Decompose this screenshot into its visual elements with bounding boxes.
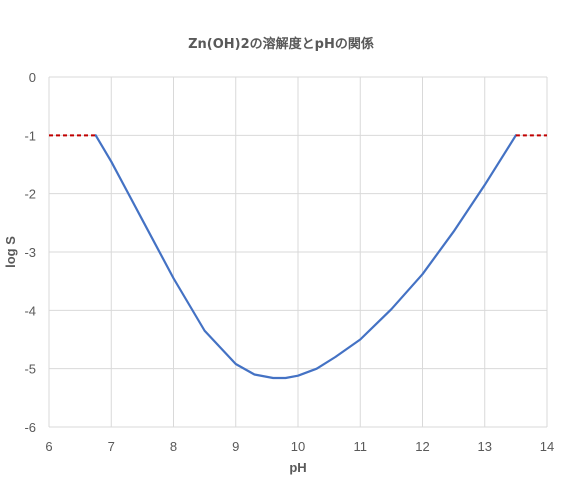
y-tick-label: -4 bbox=[24, 303, 36, 318]
x-tick-label: 14 bbox=[540, 439, 554, 454]
y-tick-label: -3 bbox=[24, 245, 36, 260]
y-tick-label: -5 bbox=[24, 362, 36, 377]
y-axis-label: log S bbox=[3, 236, 18, 268]
grid bbox=[48, 76, 548, 428]
x-tick-label: 7 bbox=[108, 439, 115, 454]
y-tick-label: -6 bbox=[24, 420, 36, 435]
chart-title: Zn(OH)2の溶解度とpHの関係 bbox=[188, 36, 374, 52]
y-tick-label: -2 bbox=[24, 187, 36, 202]
solubility-curve bbox=[94, 134, 517, 380]
tick-labels: 6 7 8 9 10 11 12 13 14 0 -1 -2 -3 -4 -5 -6 bbox=[24, 70, 554, 454]
x-axis-label: pH bbox=[289, 460, 306, 475]
x-tick-label: 11 bbox=[354, 439, 368, 454]
x-tick-label: 12 bbox=[415, 439, 429, 454]
y-tick-label: -1 bbox=[24, 128, 36, 143]
x-tick-label: 9 bbox=[232, 439, 239, 454]
x-tick-label: 10 bbox=[291, 439, 305, 454]
x-tick-label: 8 bbox=[170, 439, 177, 454]
series bbox=[49, 134, 547, 380]
x-tick-label: 6 bbox=[45, 439, 52, 454]
y-tick-label: 0 bbox=[29, 70, 36, 85]
x-tick-label: 13 bbox=[478, 439, 492, 454]
